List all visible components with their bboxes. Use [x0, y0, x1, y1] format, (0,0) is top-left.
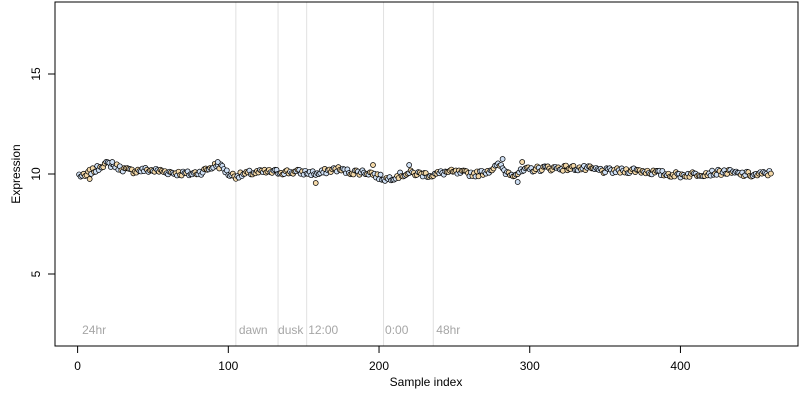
- phase-annotation: 24hr: [82, 323, 106, 337]
- y-tick-label: 10: [29, 167, 43, 181]
- data-point: [514, 179, 521, 185]
- data-point: [370, 162, 376, 168]
- data-point: [109, 159, 116, 165]
- y-axis: 5 10 15: [29, 67, 56, 277]
- phase-annotation: dusk: [278, 323, 304, 337]
- phase-annotations: 24hr dawn dusk 12:00 0:00 48hr: [82, 323, 460, 337]
- phase-annotation: 48hr: [436, 323, 460, 337]
- y-axis-title: Expression: [9, 144, 23, 203]
- data-point: [377, 171, 384, 178]
- x-tick-label: 0: [74, 359, 81, 373]
- data-point: [768, 170, 774, 177]
- data-points: [76, 156, 774, 186]
- data-point: [86, 176, 93, 182]
- y-tick-label: 5: [29, 270, 43, 277]
- x-tick-label: 300: [520, 359, 540, 373]
- data-point: [499, 156, 506, 162]
- x-tick-label: 100: [218, 359, 238, 373]
- phase-annotation: 0:00: [385, 323, 409, 337]
- x-tick-label: 200: [369, 359, 389, 373]
- data-point: [214, 159, 221, 165]
- data-point: [312, 180, 319, 186]
- data-point: [406, 162, 413, 168]
- x-axis-title: Sample index: [390, 375, 463, 389]
- x-tick-label: 400: [670, 359, 690, 373]
- phase-annotation: 12:00: [308, 323, 338, 337]
- x-axis: 0 100 200 300 400: [74, 345, 691, 373]
- phase-annotation: dawn: [239, 323, 268, 337]
- data-point: [519, 159, 526, 165]
- data-point: [223, 167, 230, 174]
- y-tick-label: 15: [29, 67, 43, 81]
